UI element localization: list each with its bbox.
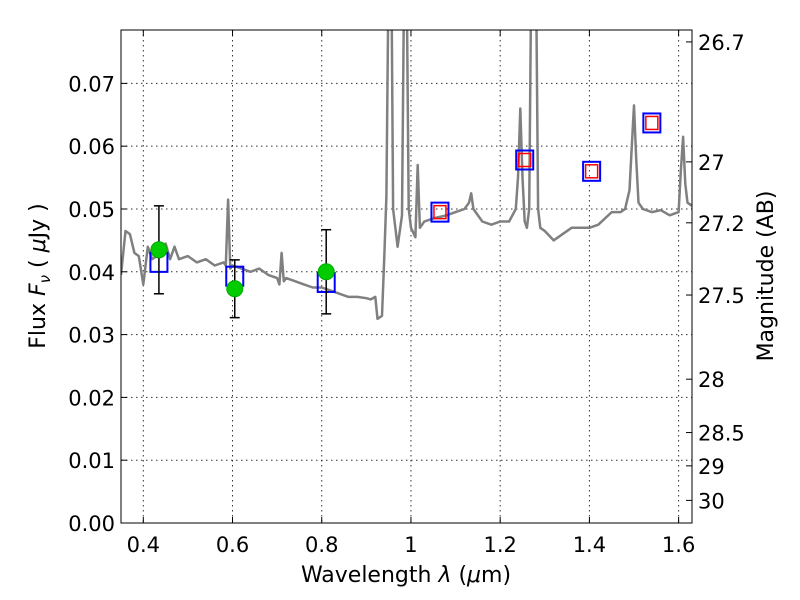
y-axis-label-mu: μ <box>26 238 51 253</box>
observed-upper-square <box>645 115 659 131</box>
x-axis-label-part: μ <box>466 563 481 588</box>
model-photometry-square <box>430 201 450 223</box>
data-layer <box>121 30 692 321</box>
model-photometry-square <box>515 149 535 171</box>
observed-upper-square <box>517 152 532 168</box>
y-tick-label: 0.03 <box>68 324 115 348</box>
x-tick-label: 1 <box>404 533 417 557</box>
x-axis-label-part: m) <box>481 563 511 588</box>
y-tick-label: 0.01 <box>68 449 115 473</box>
y-axis-label-symbol: F <box>26 283 51 296</box>
right-axis-label: Magnitude (AB) <box>754 191 779 362</box>
y-tick-label: 0.05 <box>68 198 115 222</box>
observed-flux-point <box>226 280 244 298</box>
right-tick-label: 28 <box>698 368 725 392</box>
x-axis-label-part: λ <box>437 563 451 588</box>
right-tick-label: 27 <box>698 151 725 175</box>
plot-frame <box>120 29 693 524</box>
right-tick-label: 29 <box>698 455 725 479</box>
y-tick-label: 0.04 <box>68 261 115 285</box>
x-tick-label: 1.4 <box>573 533 606 557</box>
y-axis-label-part: Jy ) <box>26 203 51 240</box>
y-axis-label: Flux Fν ( μJy ) <box>26 203 54 348</box>
x-tick-label: 0.4 <box>127 533 160 557</box>
right-tick-label: 27.2 <box>698 212 745 236</box>
y-axis-label-subscript: ν <box>36 275 54 283</box>
x-axis-label-part: ( <box>451 563 467 588</box>
y-tick-label: 0.07 <box>68 72 115 96</box>
axes: 0.4 0.6 0.8 1 1.2 1.4 1.6 0.00 0.01 0.02 0.03 0.04 0… <box>68 30 745 557</box>
right-tick-label: 27.5 <box>698 284 745 308</box>
right-tick-label: 28.5 <box>698 422 745 446</box>
y-tick-label: 0.06 <box>68 135 115 159</box>
right-tick-label: 26.7 <box>698 31 745 55</box>
observed-upper-square <box>584 164 599 179</box>
observed-flux-point <box>150 241 168 259</box>
observed-flux-point <box>317 263 335 281</box>
y-axis-label-part: Flux <box>26 296 51 349</box>
model-photometry-square <box>642 112 662 134</box>
model-spectrum-line <box>121 30 692 321</box>
x-tick-label: 0.6 <box>216 533 249 557</box>
y-axis-label-part: ( <box>26 252 51 275</box>
observed-upper-square <box>433 204 447 220</box>
y-tick-label: 0.00 <box>68 512 115 536</box>
x-axis-label: Wavelength λ (μm) <box>301 563 511 588</box>
x-tick-label: 1.6 <box>662 533 695 557</box>
x-tick-label: 1.2 <box>483 533 516 557</box>
right-tick-label: 30 <box>698 489 725 513</box>
y-tick-label: 0.02 <box>68 386 115 410</box>
x-axis-label-part: Wavelength <box>301 563 439 588</box>
x-tick-label: 0.8 <box>305 533 338 557</box>
model-photometry-square <box>582 160 602 182</box>
